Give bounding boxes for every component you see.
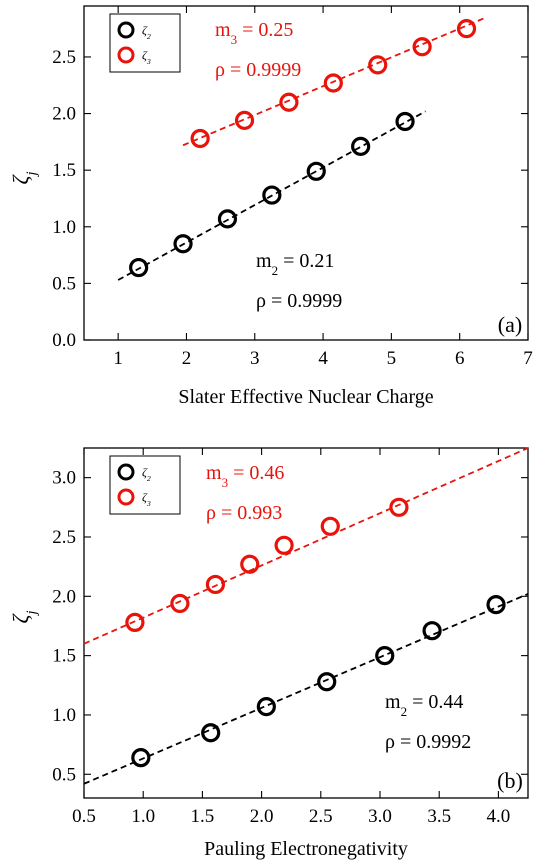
correlation-label-zeta3: ρ = 0.993 xyxy=(206,502,282,524)
data-point-zeta3 xyxy=(456,19,477,39)
y-axis-label: ζj xyxy=(8,611,40,624)
fit-line-zeta3 xyxy=(182,17,484,147)
x-tick-label: 2.0 xyxy=(250,806,274,827)
data-point-zeta3 xyxy=(389,497,409,517)
x-tick-label: 7 xyxy=(523,348,533,369)
data-point-zeta2 xyxy=(351,136,371,156)
x-tick-label: 4 xyxy=(318,348,328,369)
annotation-zeta3: m3 = 0.25 ρ = 0.9999 xyxy=(215,19,301,81)
data-point-zeta2 xyxy=(395,111,415,132)
annotation-zeta3: m3 = 0.46 ρ = 0.993 xyxy=(206,462,284,524)
y-axis-label: ζj xyxy=(8,172,40,185)
data-point-zeta3 xyxy=(412,37,432,57)
x-tick-label: 1.5 xyxy=(191,806,215,827)
slope-label-zeta3: m3 = 0.25 xyxy=(215,19,293,47)
slope-label-zeta3: m3 = 0.46 xyxy=(206,462,284,490)
x-tick-label: 5 xyxy=(387,348,397,369)
data-point-zeta3 xyxy=(320,516,340,536)
panel-label: (a) xyxy=(498,312,522,337)
y-tick-label: 3.0 xyxy=(52,468,76,489)
legend-label-zeta3: ζ3 xyxy=(142,490,151,508)
y-tick-label: 0.5 xyxy=(52,273,76,294)
data-point-zeta3 xyxy=(240,554,260,574)
x-tick-label: 3 xyxy=(250,348,260,369)
slope-label-zeta2: m2 = 0.21 xyxy=(256,250,334,278)
data-point-zeta2 xyxy=(217,209,238,229)
data-point-zeta2 xyxy=(317,672,337,692)
legend-label-zeta2: ζ2 xyxy=(142,465,151,483)
data-point-zeta3 xyxy=(234,110,255,130)
legend-label-zeta3: ζ3 xyxy=(142,48,151,66)
y-tick-label: 2.0 xyxy=(52,586,76,607)
chart-panel-b: 0.5 1.0 1.5 2.0 2.5 3.0 3.5 4.0 0.5 1.0 1.5 2.0 2.5 3… xyxy=(8,447,529,860)
correlation-label-zeta3: ρ = 0.9999 xyxy=(215,59,301,81)
y-tick-label: 1.0 xyxy=(52,705,76,726)
legend-label-zeta2: ζ2 xyxy=(142,23,151,41)
data-point-zeta3 xyxy=(368,55,388,75)
x-axis-label: Pauling Electronegativity xyxy=(204,838,408,860)
y-tick-label: 1.5 xyxy=(52,646,76,667)
slope-label-zeta2: m2 = 0.44 xyxy=(385,691,463,719)
data-point-zeta2 xyxy=(173,234,193,254)
x-tick-label: 3.5 xyxy=(427,806,451,827)
plot-frame xyxy=(83,447,529,799)
y-tick-label: 2.0 xyxy=(52,104,76,125)
legend-marker-zeta3 xyxy=(117,488,135,506)
legend-marker-zeta2 xyxy=(117,463,135,481)
fit-line-zeta2 xyxy=(83,593,529,785)
data-point-zeta2 xyxy=(306,161,326,181)
data-point-zeta2 xyxy=(201,723,221,743)
x-axis-label: Slater Effective Nuclear Charge xyxy=(178,386,433,408)
x-tick-label: 1 xyxy=(113,348,123,369)
x-tick-label: 6 xyxy=(455,348,465,369)
data-point-zeta2 xyxy=(422,621,442,641)
x-tick-label: 2 xyxy=(182,348,192,369)
data-point-zeta3 xyxy=(279,92,299,112)
annotation-zeta2: m2 = 0.44 ρ = 0.9992 xyxy=(385,691,471,753)
data-point-zeta3 xyxy=(323,73,343,93)
data-point-zeta3 xyxy=(205,574,226,595)
annotation-zeta2: m2 = 0.21 ρ = 0.9999 xyxy=(256,250,342,312)
x-tick-label: 3.0 xyxy=(368,806,392,827)
x-tick-label: 2.5 xyxy=(309,806,333,827)
data-point-zeta2 xyxy=(486,595,506,615)
y-tick-label: 1.5 xyxy=(52,160,76,181)
legend-marker-zeta2 xyxy=(117,21,135,39)
data-point-zeta2 xyxy=(262,185,282,205)
data-point-zeta2 xyxy=(256,697,276,717)
y-tick-label: 0.0 xyxy=(52,330,76,351)
y-tick-label: 1.0 xyxy=(52,217,76,238)
panel-label: (b) xyxy=(497,768,523,793)
x-tick-label: 0.5 xyxy=(72,806,96,827)
data-point-zeta3 xyxy=(125,612,145,633)
legend-marker-zeta3 xyxy=(117,46,135,64)
y-tick-label: 2.5 xyxy=(52,527,76,548)
y-tick-label: 2.5 xyxy=(52,47,76,68)
data-point-zeta2 xyxy=(131,748,151,768)
data-point-zeta3 xyxy=(274,535,294,555)
data-point-zeta2 xyxy=(129,257,149,278)
chart-panel-a: 1 2 3 4 5 6 7 0.0 0.5 1.0 1.5 2.0 2.5 Slater Effectiv… xyxy=(8,5,533,408)
fit-line-zeta3 xyxy=(83,447,529,645)
plot-frame xyxy=(83,5,529,341)
data-point-zeta3 xyxy=(170,593,190,614)
data-point-zeta3 xyxy=(190,128,210,149)
correlation-label-zeta2: ρ = 0.9999 xyxy=(256,290,342,312)
x-tick-label: 1.0 xyxy=(131,806,155,827)
y-tick-label: 0.5 xyxy=(52,764,76,785)
correlation-label-zeta2: ρ = 0.9992 xyxy=(385,731,471,753)
data-point-zeta2 xyxy=(375,646,395,666)
x-tick-label: 4.0 xyxy=(487,806,511,827)
fit-line-zeta2 xyxy=(117,110,426,281)
